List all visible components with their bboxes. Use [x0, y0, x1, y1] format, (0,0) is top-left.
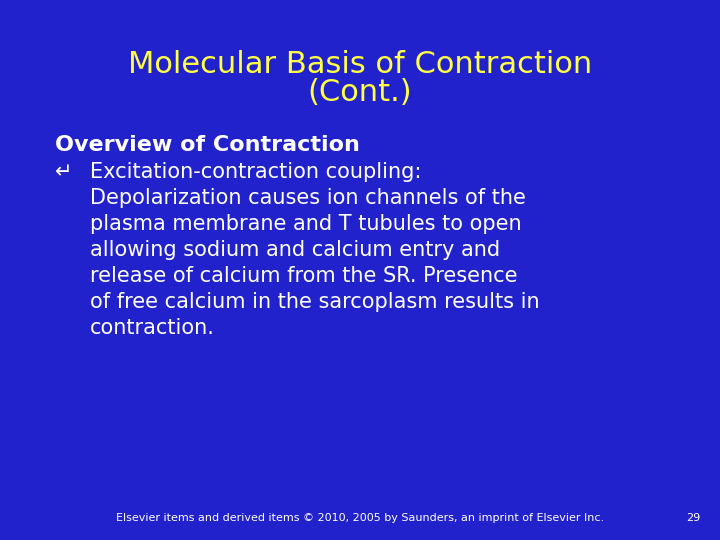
- Text: plasma membrane and T tubules to open: plasma membrane and T tubules to open: [90, 214, 521, 234]
- Text: allowing sodium and calcium entry and: allowing sodium and calcium entry and: [90, 240, 500, 260]
- Text: Molecular Basis of Contraction: Molecular Basis of Contraction: [128, 50, 592, 79]
- Text: Overview of Contraction: Overview of Contraction: [55, 135, 360, 155]
- Text: ↵: ↵: [55, 162, 73, 182]
- Text: 29: 29: [685, 513, 700, 523]
- Text: contraction.: contraction.: [90, 318, 215, 338]
- Text: Excitation-contraction coupling:: Excitation-contraction coupling:: [90, 162, 421, 182]
- Text: of free calcium in the sarcoplasm results in: of free calcium in the sarcoplasm result…: [90, 292, 539, 312]
- Text: (Cont.): (Cont.): [307, 78, 413, 107]
- Text: Depolarization causes ion channels of the: Depolarization causes ion channels of th…: [90, 188, 526, 208]
- Text: Elsevier items and derived items © 2010, 2005 by Saunders, an imprint of Elsevie: Elsevier items and derived items © 2010,…: [116, 513, 604, 523]
- Text: release of calcium from the SR. Presence: release of calcium from the SR. Presence: [90, 266, 518, 286]
